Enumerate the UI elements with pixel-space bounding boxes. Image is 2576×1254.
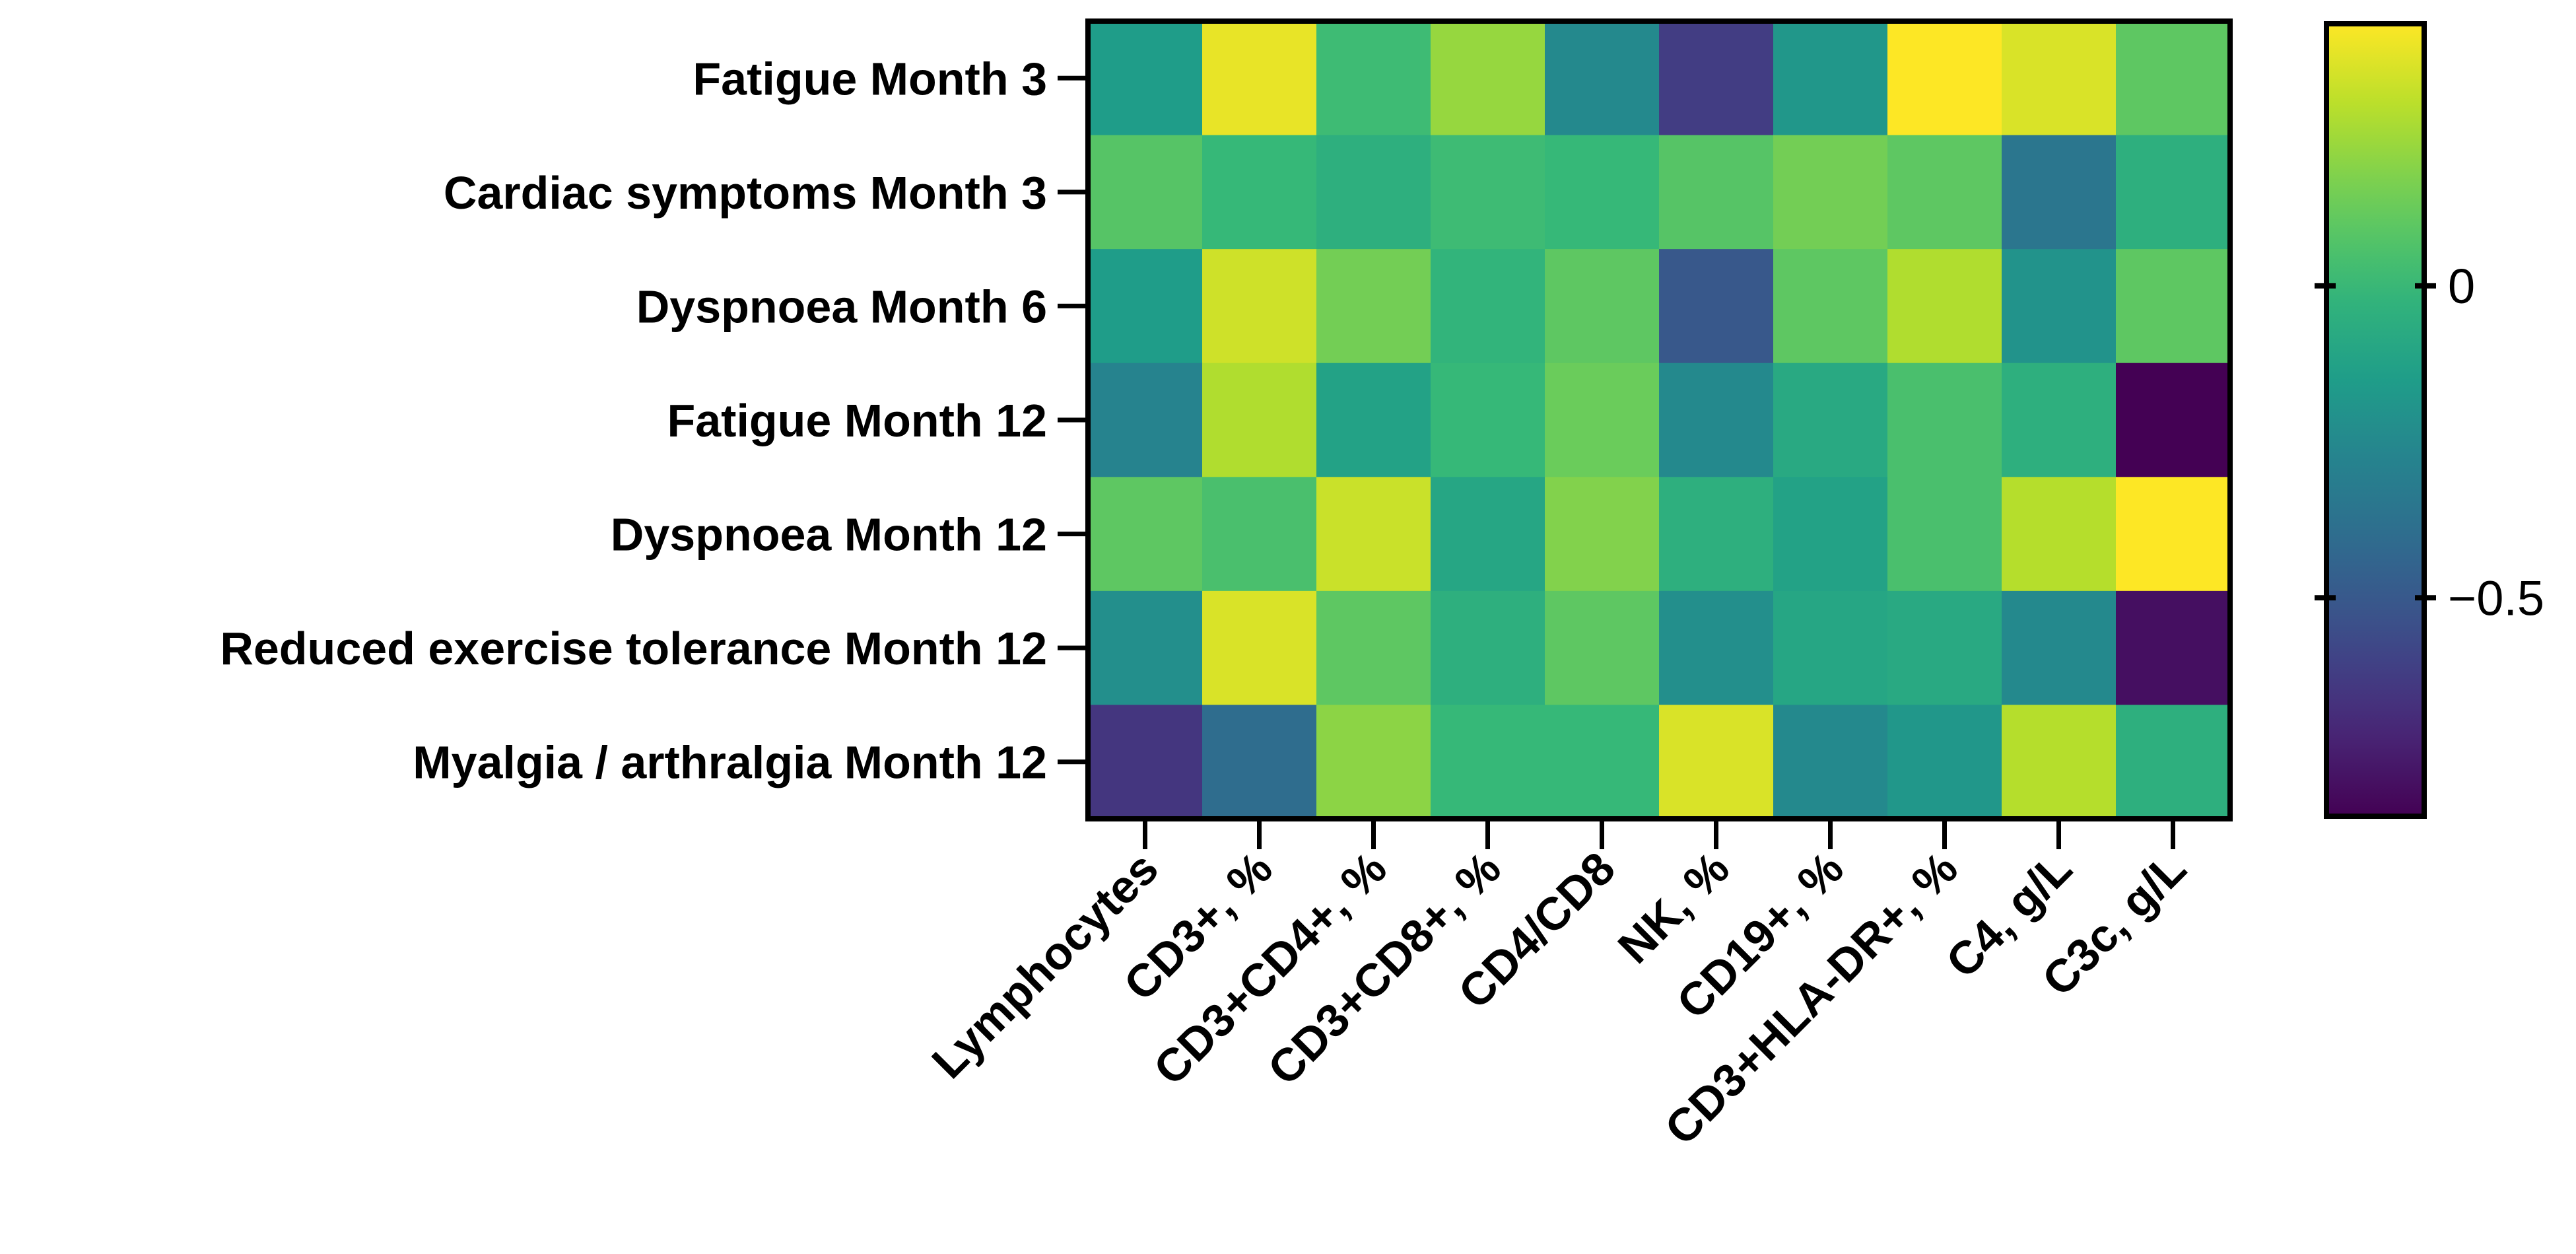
heatmap-cell-r4-c5 — [1545, 363, 1660, 477]
heatmap-cell-r7-c8 — [1887, 705, 2002, 819]
heatmap-cell-r1-c4 — [1431, 21, 1545, 136]
heatmap-cell-r7-c2 — [1202, 705, 1317, 819]
row-label: Myalgia / arthralgia Month 12 — [413, 737, 1047, 788]
colorbar-gradient — [2324, 21, 2427, 819]
row-label: Fatigue Month 12 — [667, 395, 1047, 446]
heatmap-cell-r2-c1 — [1088, 135, 1203, 250]
heatmap-cell-r4-c1 — [1088, 363, 1203, 477]
heatmap-cell-r1-c10 — [2116, 21, 2231, 136]
heatmap-cell-r7-c9 — [2002, 705, 2117, 819]
heatmap-cell-r5-c8 — [1887, 477, 2002, 592]
heatmap-cell-r4-c3 — [1316, 363, 1431, 477]
heatmap-cell-r2-c3 — [1316, 135, 1431, 250]
heatmap-cell-r4-c9 — [2002, 363, 2117, 477]
heatmap-cell-r3-c4 — [1431, 249, 1545, 364]
heatmap-cell-r7-c1 — [1088, 705, 1203, 819]
heatmap-cell-r3-c5 — [1545, 249, 1660, 364]
heatmap-cell-r5-c4 — [1431, 477, 1545, 592]
heatmap-cell-r3-c3 — [1316, 249, 1431, 364]
row-label: Reduced exercise tolerance Month 12 — [220, 623, 1047, 674]
heatmap-cell-r6-c4 — [1431, 590, 1545, 706]
heatmap-cell-r7-c7 — [1773, 705, 1888, 819]
row-label: Cardiac symptoms Month 3 — [444, 167, 1047, 219]
colorbar-tick-label: 0 — [2448, 259, 2475, 314]
heatmap-cell-r7-c6 — [1659, 705, 1774, 819]
row-label: Dyspnoea Month 6 — [636, 281, 1047, 332]
heatmap-cell-r2-c6 — [1659, 135, 1774, 250]
heatmap-cell-r1-c5 — [1545, 21, 1660, 136]
heatmap-cell-r3-c6 — [1659, 249, 1774, 364]
heatmap-cell-r5-c5 — [1545, 477, 1660, 592]
heatmap-cell-r1-c2 — [1202, 21, 1317, 136]
heatmap-cell-r4-c2 — [1202, 363, 1317, 477]
heatmap-cell-r5-c9 — [2002, 477, 2117, 592]
heatmap-cell-r1-c7 — [1773, 21, 1888, 136]
heatmap-cell-r3-c2 — [1202, 249, 1317, 364]
heatmap-cell-r5-c1 — [1088, 477, 1203, 592]
heatmap-cell-r6-c8 — [1887, 590, 2002, 706]
heatmap-cell-r3-c10 — [2116, 249, 2231, 364]
heatmap-cell-r2-c2 — [1202, 135, 1317, 250]
heatmap-cell-r7-c4 — [1431, 705, 1545, 819]
heatmap-cell-r5-c6 — [1659, 477, 1774, 592]
heatmap-cell-r3-c9 — [2002, 249, 2117, 364]
heatmap-cell-r1-c3 — [1316, 21, 1431, 136]
heatmap-cell-r2-c4 — [1431, 135, 1545, 250]
heatmap-cell-r5-c2 — [1202, 477, 1317, 592]
heatmap-cell-r3-c7 — [1773, 249, 1888, 364]
heatmap-cell-r1-c9 — [2002, 21, 2117, 136]
heatmap-cell-r6-c6 — [1659, 590, 1774, 706]
colorbar-tick-label: −0.5 — [2448, 571, 2544, 625]
heatmap-cell-r3-c8 — [1887, 249, 2002, 364]
row-label: Fatigue Month 3 — [693, 53, 1047, 104]
heatmap-cell-r2-c5 — [1545, 135, 1660, 250]
heatmap-cell-r6-c1 — [1088, 590, 1203, 706]
colorbar: 0 −0.5 — [2315, 21, 2544, 819]
heatmap-cell-r7-c3 — [1316, 705, 1431, 819]
heatmap-cell-r4-c6 — [1659, 363, 1774, 477]
heatmap-cell-r1-c1 — [1088, 21, 1203, 136]
heatmap-cell-r4-c10 — [2116, 363, 2231, 477]
heatmap-cell-r2-c7 — [1773, 135, 1888, 250]
heatmap-cell-r3-c1 — [1088, 249, 1203, 364]
heatmap-cell-r5-c3 — [1316, 477, 1431, 592]
row-label: Dyspnoea Month 12 — [611, 509, 1047, 561]
heatmap-cell-r6-c5 — [1545, 590, 1660, 706]
heatmap-cell-r5-c7 — [1773, 477, 1888, 592]
heatmap-cell-r6-c7 — [1773, 590, 1888, 706]
heatmap-cell-r2-c9 — [2002, 135, 2117, 250]
heatmap-cell-r4-c4 — [1431, 363, 1545, 477]
heatmap-cell-r2-c8 — [1887, 135, 2002, 250]
heatmap-cells — [1088, 21, 2231, 819]
row-axis: Fatigue Month 3 Cardiac symptoms Month 3 D… — [220, 53, 1088, 788]
heatmap-cell-r7-c10 — [2116, 705, 2231, 819]
heatmap-cell-r1-c6 — [1659, 21, 1774, 136]
heatmap-cell-r4-c7 — [1773, 363, 1888, 477]
heatmap-cell-r6-c3 — [1316, 590, 1431, 706]
heatmap-cell-r6-c2 — [1202, 590, 1317, 706]
heatmap-cell-r2-c10 — [2116, 135, 2231, 250]
heatmap-cell-r6-c10 — [2116, 590, 2231, 706]
heatmap-cell-r1-c8 — [1887, 21, 2002, 136]
heatmap-cell-r4-c8 — [1887, 363, 2002, 477]
heatmap-cell-r7-c5 — [1545, 705, 1660, 819]
heatmap-cell-r5-c10 — [2116, 477, 2231, 592]
heatmap-cell-r6-c9 — [2002, 590, 2117, 706]
